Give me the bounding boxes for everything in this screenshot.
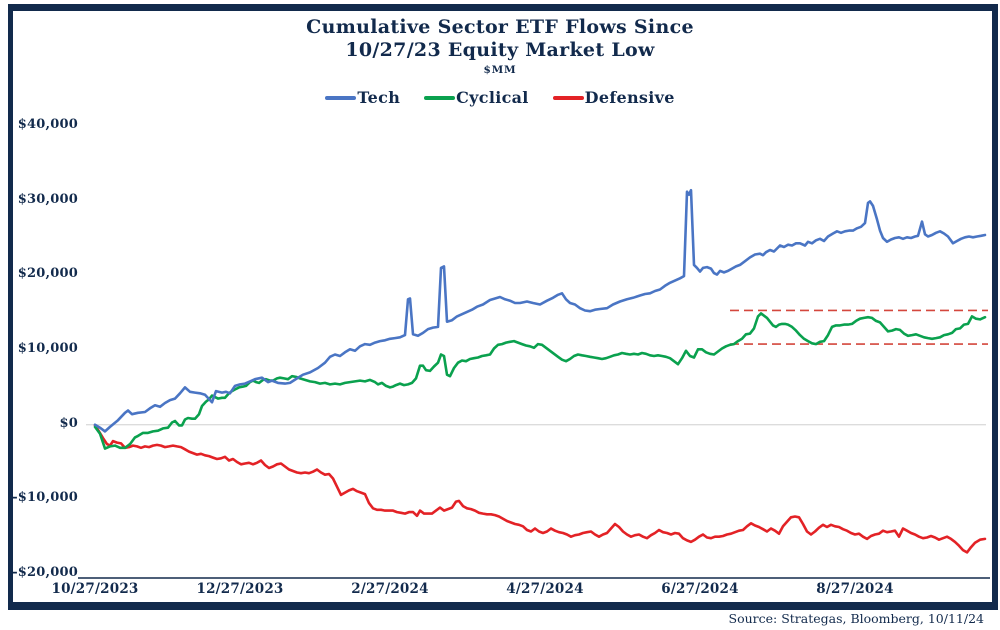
legend-label-defensive: Defensive (584, 88, 675, 107)
x-tick-label-10-27-2023: 10/27/2023 (51, 581, 139, 597)
y-tick-label--10000: -$10,000 (12, 490, 78, 506)
legend-item-defensive: Defensive (552, 88, 675, 107)
x-tick-label-12-27-2023: 12/27/2023 (196, 581, 284, 597)
y-tick-label-20000: $20,000 (17, 266, 78, 282)
legend: Tech Cyclical Defensive (0, 88, 1000, 107)
title-block: Cumulative Sector ETF Flows Since 10/27/… (0, 16, 1000, 76)
x-tick-label-8-27-2024: 8/27/2024 (816, 581, 894, 597)
x-tick-label-2-27-2024: 2/27/2024 (351, 581, 429, 597)
y-tick-label-30000: $30,000 (17, 191, 78, 207)
legend-label-tech: Tech (357, 88, 401, 107)
source-note: Source: Strategas, Bloomberg, 10/11/24 (728, 611, 985, 626)
tech-line (93, 188, 987, 433)
legend-item-tech: Tech (325, 88, 400, 107)
chart-units-subtitle: $MM (483, 64, 517, 77)
cyclical-line (93, 312, 987, 450)
defensive-line-swatch (552, 95, 584, 100)
chart-title-line1: Cumulative Sector ETF Flows Since (306, 16, 694, 38)
tech-line-swatch (325, 95, 357, 100)
defensive-line (93, 424, 987, 554)
y-tick-label-40000: $40,000 (17, 117, 78, 133)
cyclical-line-swatch (424, 95, 456, 100)
x-tick-label-4-27-2024: 4/27/2024 (506, 581, 584, 597)
legend-label-cyclical: Cyclical (456, 88, 529, 107)
legend-item-cyclical: Cyclical (424, 88, 529, 107)
y-tick-label-0: $0 (59, 415, 78, 431)
y-tick-label--20000: -$20,000 (12, 565, 78, 581)
x-tick-label-6-27-2024: 6/27/2024 (661, 581, 739, 597)
chart-title-line2: 10/27/23 Equity Market Low (345, 39, 655, 62)
y-tick-label-10000: $10,000 (17, 341, 78, 357)
